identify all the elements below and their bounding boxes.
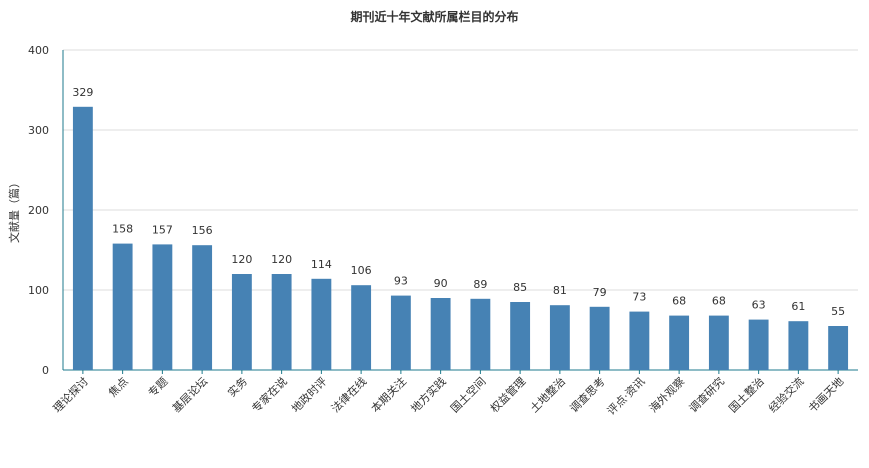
data-label: 120: [271, 253, 292, 266]
x-tick-label: 土地整治: [527, 374, 568, 415]
data-label: 85: [513, 281, 527, 294]
bar: [669, 315, 690, 370]
y-tick-label: 100: [28, 284, 49, 297]
bar: [589, 306, 610, 370]
bar: [549, 305, 570, 370]
x-tick-label: 理论探讨: [50, 374, 91, 415]
bar: [708, 315, 729, 370]
bar: [152, 244, 173, 370]
data-label: 90: [434, 277, 448, 290]
x-tick-label: 基层论坛: [169, 374, 210, 415]
bar: [311, 278, 332, 370]
y-tick-label: 200: [28, 204, 49, 217]
data-label: 68: [712, 295, 726, 308]
data-label: 93: [394, 275, 408, 288]
grid-lines: [63, 49, 858, 291]
bar: [629, 311, 650, 370]
x-tick-label: 权益管理: [487, 374, 528, 415]
y-tick-label: 300: [28, 124, 49, 137]
axes: [62, 50, 858, 374]
bar: [788, 321, 809, 370]
data-label: 79: [593, 286, 607, 299]
bar: [192, 245, 213, 370]
x-tick-label: 调查研究: [686, 374, 727, 415]
data-label: 157: [152, 223, 173, 236]
x-tick-label: 专家在说: [249, 374, 290, 415]
bar: [271, 274, 292, 370]
x-tick-label: 法律在线: [328, 374, 369, 415]
x-tick-label: 实务: [225, 374, 250, 399]
data-label: 89: [473, 278, 487, 291]
data-label: 68: [672, 295, 686, 308]
x-tick-label: 书画天地: [806, 375, 846, 415]
data-label: 114: [311, 258, 332, 271]
data-label: 106: [351, 264, 372, 277]
bar: [430, 298, 451, 370]
data-label: 158: [112, 223, 133, 236]
data-label: 55: [831, 305, 845, 318]
chart-title: 期刊近十年文献所属栏目的分布: [350, 10, 519, 24]
x-tick-label: 国土空间: [447, 374, 488, 415]
x-tick-label: 地政时评: [288, 374, 329, 415]
y-tick-label: 400: [28, 44, 49, 57]
data-label: 61: [791, 300, 805, 313]
bar: [72, 106, 93, 371]
bar: [828, 326, 849, 370]
x-tick-label: 调查思考: [567, 374, 608, 415]
bar: [390, 295, 411, 370]
y-axis-label: 文献量（篇）: [7, 177, 21, 243]
data-label: 73: [632, 291, 646, 304]
data-label: 63: [752, 299, 766, 312]
x-tick-label: 地方实践: [408, 374, 449, 415]
y-tick-label: 0: [42, 364, 49, 377]
bar: [748, 319, 769, 370]
x-tick-label: 本期关注: [368, 374, 409, 415]
bar: [470, 298, 491, 370]
bar: [112, 243, 133, 370]
data-label: 329: [72, 86, 93, 99]
bar: [510, 302, 531, 370]
data-label: 120: [231, 253, 252, 266]
data-label: 156: [192, 224, 213, 237]
data-label: 81: [553, 284, 567, 297]
x-tick-label: 评点·资讯: [605, 375, 648, 418]
bars: [72, 106, 849, 371]
x-tick-label: 专题: [145, 374, 170, 399]
x-tick-label: 焦点: [106, 375, 131, 400]
x-tick-label: 经验交流: [765, 374, 806, 415]
x-tick-label: 国土整治: [726, 374, 767, 415]
bar: [231, 274, 252, 370]
bar: [351, 285, 372, 370]
x-tick-label: 海外观察: [646, 374, 687, 415]
